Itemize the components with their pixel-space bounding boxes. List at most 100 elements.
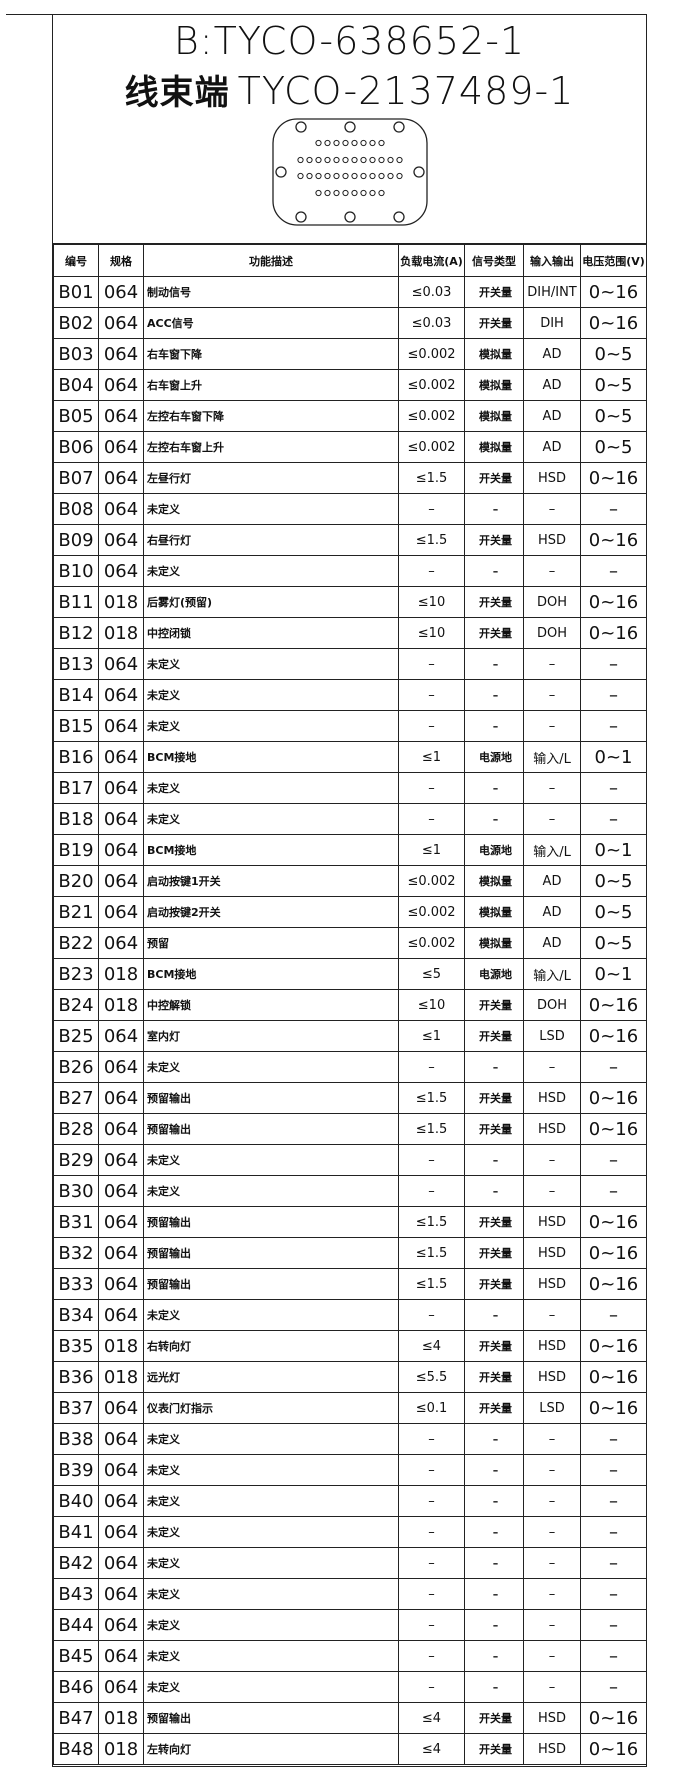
table-row: B09 064 右昼行灯 ≤1.5 开关量 HSD 0~16 <box>53 524 647 556</box>
table-cell: 0~16 <box>580 1733 647 1765</box>
table-cell: ≤0.002 <box>398 865 465 897</box>
table-cell: 0~1 <box>580 834 647 866</box>
table-cell: 开关量 <box>464 1237 524 1269</box>
table-cell: 预留输出 <box>143 1237 399 1269</box>
table-cell: – <box>464 648 524 680</box>
table-cell: – <box>398 555 465 587</box>
table-cell: 开关量 <box>464 1268 524 1300</box>
table-cell: – <box>523 1423 581 1455</box>
connector-outline <box>272 118 428 226</box>
table-cell: 未定义 <box>143 1175 399 1207</box>
table-cell: 064 <box>98 927 144 959</box>
table-row: B07 064 左昼行灯 ≤1.5 开关量 HSD 0~16 <box>53 462 647 494</box>
table-row: B30 064 未定义 – – – – <box>53 1175 647 1207</box>
table-cell: 064 <box>98 1485 144 1517</box>
table-cell: B13 <box>53 648 99 680</box>
table-cell: DOH <box>523 586 581 618</box>
table-cell: 左昼行灯 <box>143 462 399 494</box>
table-cell: AD <box>523 896 581 928</box>
table-row: B35 018 右转向灯 ≤4 开关量 HSD 0~16 <box>53 1330 647 1362</box>
table-cell: B25 <box>53 1020 99 1052</box>
table-cell: – <box>580 1516 647 1548</box>
table-cell: 0~16 <box>580 1237 647 1269</box>
table-cell: HSD <box>523 1082 581 1114</box>
table-cell: 未定义 <box>143 1299 399 1331</box>
table-row: B14 064 未定义 – – – – <box>53 679 647 711</box>
table-cell: B26 <box>53 1051 99 1083</box>
table-cell: 预留输出 <box>143 1702 399 1734</box>
table-cell: 未定义 <box>143 1516 399 1548</box>
table-cell: HSD <box>523 524 581 556</box>
table-cell: 064 <box>98 1454 144 1486</box>
table-cell: – <box>580 493 647 525</box>
table-row: B33 064 预留输出 ≤1.5 开关量 HSD 0~16 <box>53 1268 647 1300</box>
table-cell: B17 <box>53 772 99 804</box>
table-row: B41 064 未定义 – – – – <box>53 1516 647 1548</box>
table-cell: 未定义 <box>143 710 399 742</box>
table-cell: – <box>580 1454 647 1486</box>
table-cell: – <box>398 1609 465 1641</box>
table-row: B48 018 左转向灯 ≤4 开关量 HSD 0~16 <box>53 1733 647 1765</box>
table-cell: – <box>464 772 524 804</box>
table-row: B17 064 未定义 – – – – <box>53 772 647 804</box>
table-cell: 0~16 <box>580 276 647 308</box>
table-cell: 064 <box>98 834 144 866</box>
table-cell: ≤1.5 <box>398 1113 465 1145</box>
table-cell: 室内灯 <box>143 1020 399 1052</box>
table-cell: B12 <box>53 617 99 649</box>
table-cell: – <box>464 1299 524 1331</box>
table-cell: – <box>398 803 465 835</box>
table-row: B40 064 未定义 – – – – <box>53 1485 647 1517</box>
pin <box>315 156 322 164</box>
column-header: 负载电流(A) <box>398 244 465 277</box>
pin <box>369 189 376 197</box>
table-cell: 开关量 <box>464 1113 524 1145</box>
table-cell: 开关量 <box>464 276 524 308</box>
table-row: B16 064 BCM接地 ≤1 电源地 输入/L 0~1 <box>53 741 647 773</box>
table-cell: 中控闭锁 <box>143 617 399 649</box>
column-header: 编号 <box>53 244 99 277</box>
table-row: B13 064 未定义 – – – – <box>53 648 647 680</box>
table-cell: – <box>580 1640 647 1672</box>
subtitle: 线束端 TYCO-2137489-1 <box>53 65 646 114</box>
table-cell: – <box>523 648 581 680</box>
table-cell: B24 <box>53 989 99 1021</box>
table-cell: 开关量 <box>464 524 524 556</box>
table-cell: 未定义 <box>143 1640 399 1672</box>
table-cell: 064 <box>98 1578 144 1610</box>
table-row: B39 064 未定义 – – – – <box>53 1454 647 1486</box>
table-cell: B30 <box>53 1175 99 1207</box>
table-cell: – <box>398 1547 465 1579</box>
table-cell: AD <box>523 338 581 370</box>
column-header: 功能描述 <box>143 244 399 277</box>
table-cell: B33 <box>53 1268 99 1300</box>
table-cell: – <box>464 1175 524 1207</box>
table-cell: 开关量 <box>464 1082 524 1114</box>
table-row: B47 018 预留输出 ≤4 开关量 HSD 0~16 <box>53 1702 647 1734</box>
table-cell: – <box>398 1051 465 1083</box>
table-cell: 未定义 <box>143 772 399 804</box>
pin <box>342 139 349 147</box>
table-cell: ≤0.1 <box>398 1392 465 1424</box>
table-cell: DIH <box>523 307 581 339</box>
pin <box>324 156 331 164</box>
table-cell: – <box>464 710 524 742</box>
table-cell: – <box>464 1640 524 1672</box>
table-cell: 左转向灯 <box>143 1733 399 1765</box>
table-cell: 未定义 <box>143 803 399 835</box>
table-cell: ≤5.5 <box>398 1361 465 1393</box>
table-cell: 模拟量 <box>464 338 524 370</box>
table-row: B26 064 未定义 – – – – <box>53 1051 647 1083</box>
table-cell: LSD <box>523 1392 581 1424</box>
pin <box>324 189 331 197</box>
title: B:TYCO-638652-1 <box>173 19 526 63</box>
table-cell: 064 <box>98 803 144 835</box>
table-cell: 064 <box>98 1516 144 1548</box>
table-cell: 064 <box>98 710 144 742</box>
table-cell: – <box>398 1454 465 1486</box>
table-row: B05 064 左控右车窗下降 ≤0.002 模拟量 AD 0~5 <box>53 400 647 432</box>
table-cell: 未定义 <box>143 648 399 680</box>
table-cell: 未定义 <box>143 1144 399 1176</box>
table-cell: BCM接地 <box>143 741 399 773</box>
